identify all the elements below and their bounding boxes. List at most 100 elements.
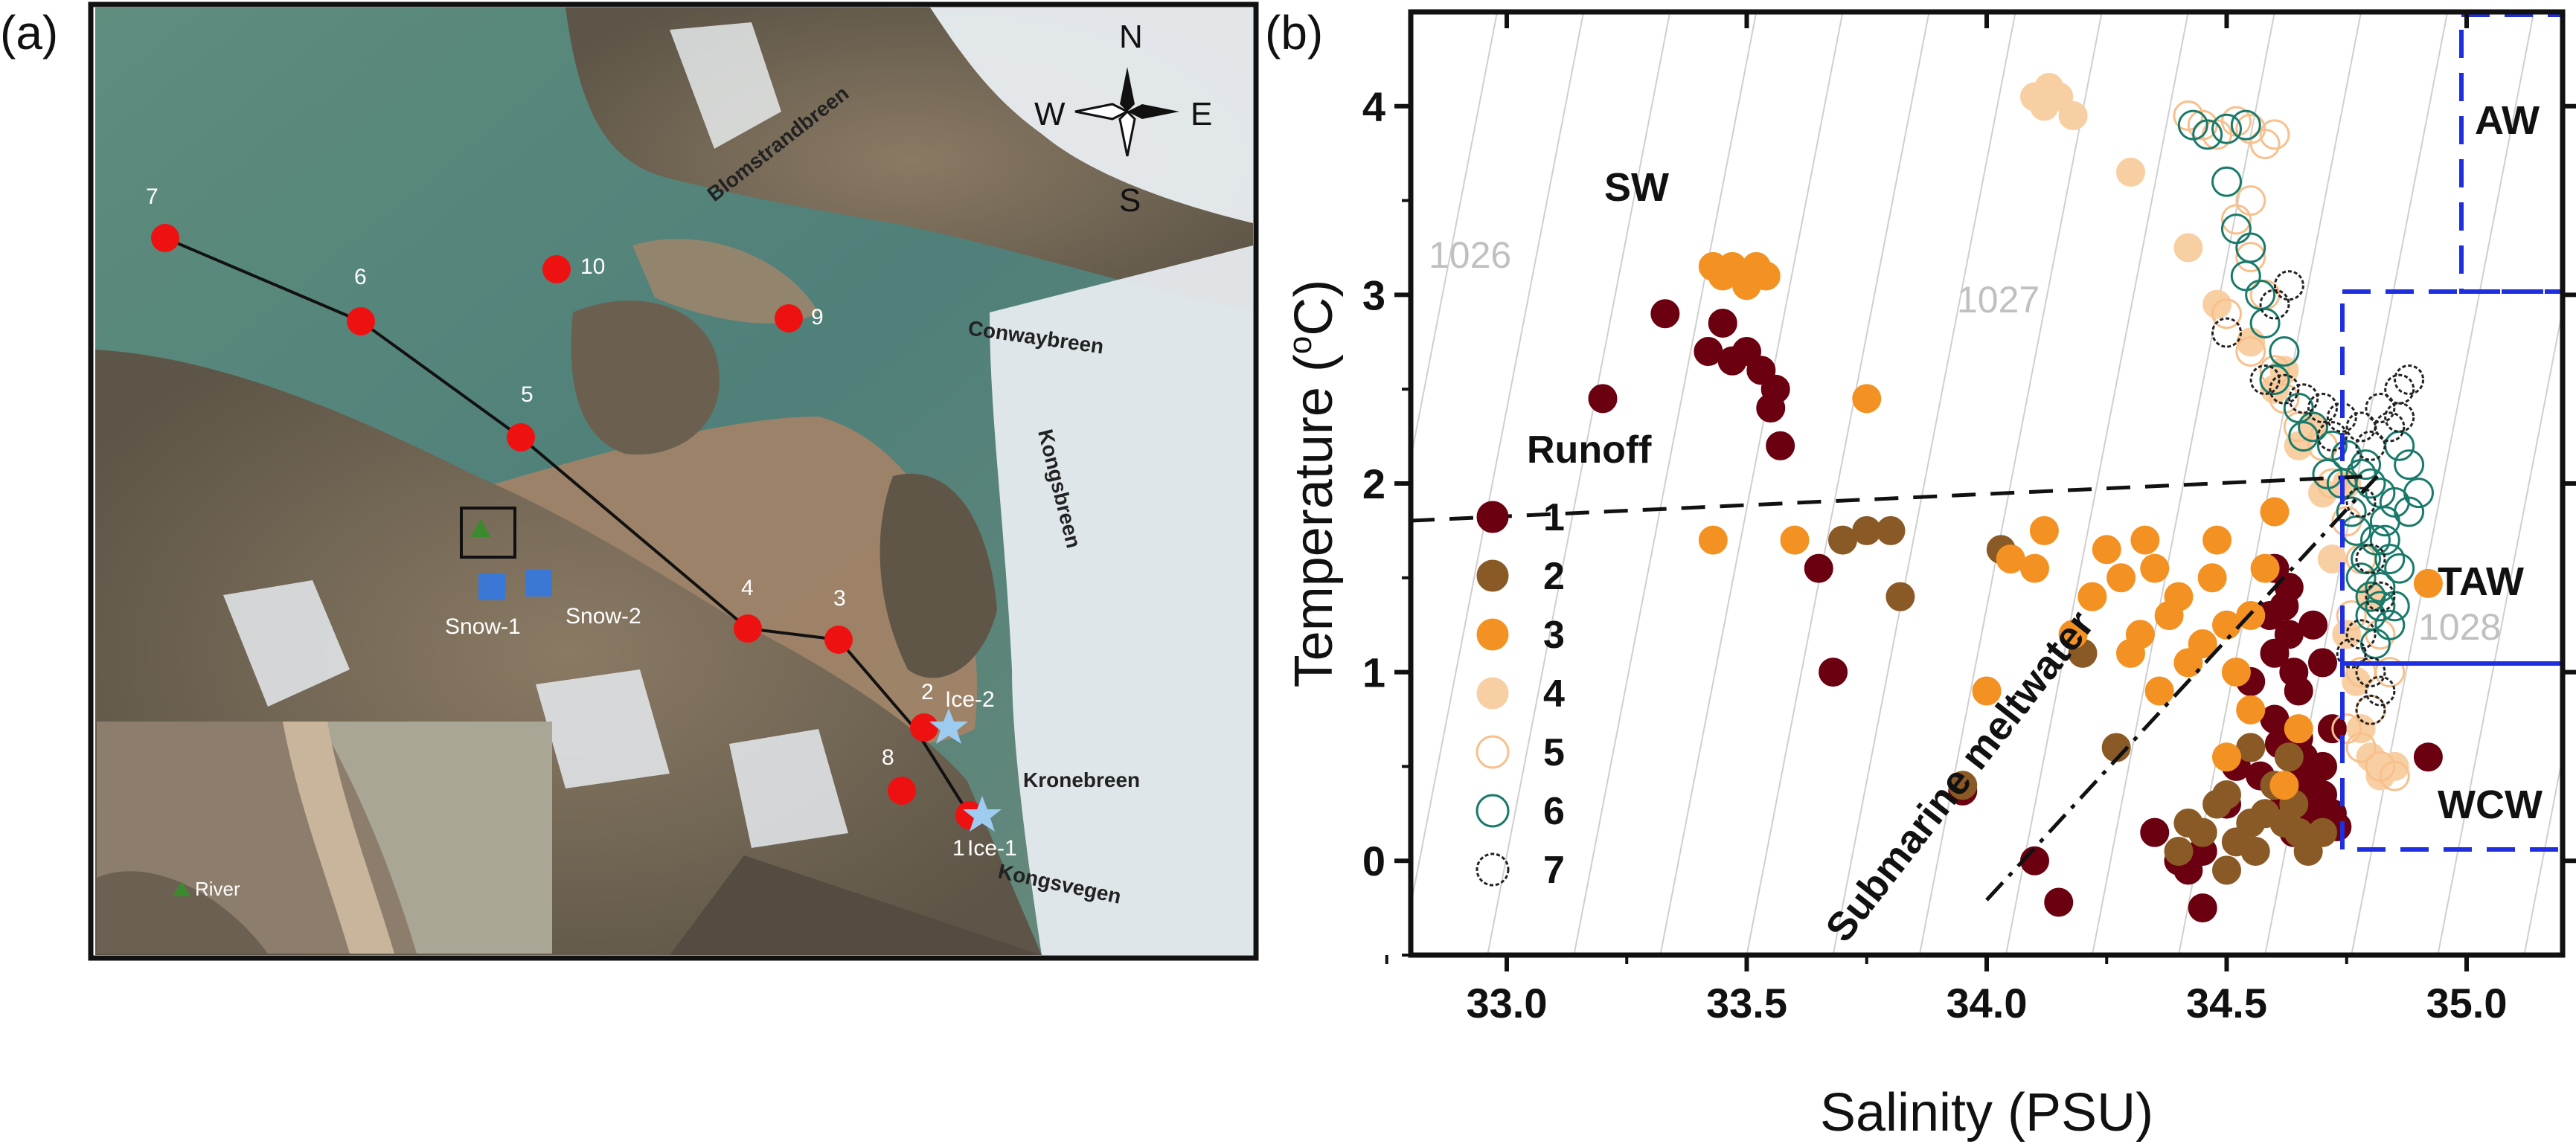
data-point-runoff-2 [1948, 771, 1978, 800]
isopycnal-label-1028: 1028 [2418, 606, 2501, 648]
data-point-runoff-6 [2192, 119, 2223, 150]
data-point-runoff-6 [2351, 449, 2382, 481]
isopycnal-line [1659, 12, 1844, 955]
data-point-runoff-3 [2260, 497, 2290, 527]
river-label: River [195, 878, 240, 900]
compass-s: S [1119, 182, 1141, 219]
data-point-runoff-3 [2250, 553, 2280, 583]
region-taw: TAW [2438, 559, 2524, 604]
station-5[interactable] [507, 423, 535, 452]
data-point-runoff-7 [2273, 270, 2304, 301]
data-point-runoff-7 [2345, 619, 2377, 650]
data-point-runoff-6 [2230, 260, 2261, 292]
data-point-runoff-1 [1819, 658, 1848, 687]
data-point-runoff-3 [2106, 563, 2136, 593]
meltwater-mixing-line [1985, 475, 2379, 902]
data-point-runoff-1 [2279, 658, 2309, 687]
data-point-runoff-6 [2345, 562, 2377, 594]
data-point-runoff-3 [2144, 676, 2174, 706]
data-point-runoff-2 [2308, 817, 2337, 847]
data-point-runoff-3 [2130, 525, 2160, 555]
data-point-runoff-7 [2269, 373, 2300, 405]
station-10[interactable] [542, 255, 571, 283]
data-point-runoff-7 [2259, 289, 2290, 320]
legend-marker-6 [1476, 794, 1510, 828]
data-point-runoff-7 [2384, 402, 2415, 433]
y-tick-label: 1 [1362, 649, 1385, 696]
station-labels: 7 6 10 9 5 4 3 2 8 1 [146, 184, 965, 861]
data-point-runoff-3 [1972, 676, 2002, 706]
island [571, 301, 720, 455]
data-point-runoff-3 [2188, 629, 2217, 659]
station-9[interactable] [775, 304, 803, 332]
data-point-runoff-6 [2312, 458, 2343, 489]
data-point-runoff-2 [1876, 515, 1906, 545]
data-point-runoff-5 [2345, 657, 2377, 688]
data-point-runoff-7 [2355, 694, 2386, 725]
station-2[interactable] [910, 713, 938, 742]
data-point-runoff-2 [1885, 582, 1915, 611]
legend-label-2: 2 [1543, 555, 1565, 598]
snow-1-marker[interactable] [478, 574, 505, 600]
data-point-runoff-3 [2029, 515, 2059, 545]
y-tick-label: 3 [1362, 272, 1385, 318]
data-point-runoff-7 [2355, 657, 2386, 688]
x-axis-title: Salinity (PSU) [1820, 1083, 2153, 1143]
ice-1-star[interactable] [963, 796, 1002, 832]
data-point-runoff-1 [1650, 299, 1680, 329]
ice-2-label: Ice-2 [945, 687, 995, 712]
data-point-runoff-7 [2249, 364, 2281, 396]
x-tick-label: 34.0 [1947, 980, 2028, 1026]
data-point-runoff-3 [1751, 261, 1781, 291]
data-point-runoff-3 [2077, 582, 2107, 611]
legend-marker-5 [1476, 735, 1510, 769]
station-8[interactable] [888, 777, 916, 805]
data-point-runoff-3 [2164, 582, 2194, 611]
isopycnal-label-1027: 1027 [1957, 279, 2040, 321]
data-point-runoff-1 [2140, 817, 2170, 847]
data-point-runoff-6 [2384, 553, 2415, 584]
data-point-runoff-3 [2140, 553, 2170, 583]
panel-b-label: (b) [1265, 6, 1323, 60]
ice-1-label: Ice-1 [967, 836, 1017, 861]
data-point-runoff-1 [1804, 553, 1833, 583]
data-point-runoff-6 [2336, 496, 2367, 527]
data-point-runoff-2 [2212, 780, 2241, 809]
legend-marker-4 [1476, 677, 1509, 710]
legend-label-4: 4 [1543, 672, 1565, 716]
data-point-runoff-3 [2221, 658, 2251, 687]
legend-marker-1 [1476, 501, 1509, 533]
station-7[interactable] [151, 224, 179, 252]
data-point-runoff-2 [2164, 837, 2194, 867]
data-point-runoff-1 [2044, 887, 2074, 917]
data-point-runoff-6 [2230, 109, 2261, 141]
snow-2-marker[interactable] [525, 570, 552, 597]
data-point-runoff-7 [2336, 637, 2367, 669]
station-6[interactable] [347, 307, 375, 335]
data-point-runoff-7 [2211, 317, 2242, 348]
station-3[interactable] [824, 626, 853, 654]
glacier-kronebreen: Kronebreen [1023, 768, 1140, 791]
x-tick-label: 35.0 [2426, 980, 2508, 1026]
map-frame [88, 1, 1259, 961]
legend-marker-7 [1476, 852, 1510, 887]
station-4[interactable] [734, 614, 762, 643]
legend-label-1: 1 [1543, 496, 1565, 539]
legend-label-7: 7 [1543, 849, 1565, 892]
data-point-runoff-4 [2116, 158, 2145, 187]
station-label-5: 5 [521, 382, 534, 407]
data-point-runoff-1 [2274, 572, 2304, 602]
panel-a-label: (a) [0, 6, 58, 60]
data-point-runoff-2 [2274, 742, 2304, 772]
data-point-runoff-3 [2284, 714, 2313, 744]
river-location-marker [470, 519, 491, 537]
legend-title: Runoff [1527, 428, 1652, 472]
sediment-plume-north [632, 239, 818, 324]
data-point-runoff-3 [2125, 620, 2155, 649]
east-land [880, 473, 997, 678]
ice-2-star[interactable] [929, 708, 968, 744]
data-point-runoff-3 [1780, 525, 1810, 555]
legend-label-5: 5 [1543, 731, 1565, 774]
data-point-runoff-7 [2374, 411, 2406, 443]
isopycnal-line [2351, 12, 2535, 955]
